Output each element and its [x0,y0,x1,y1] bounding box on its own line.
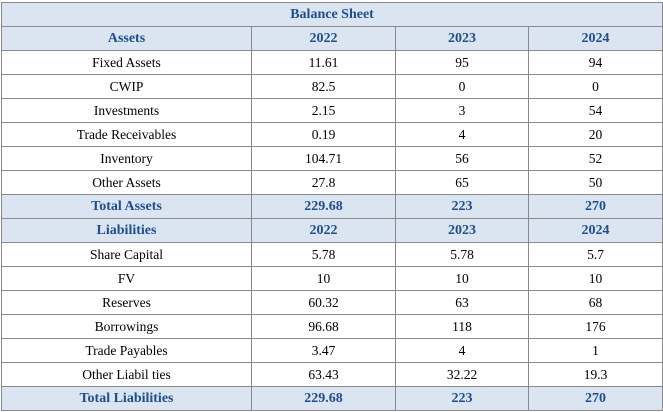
row-value: 10 [251,266,396,291]
table-row: Reserves 60.32 63 68 [1,290,663,315]
total-liabilities-row: Total Liabilities 229.68 223 270 [1,386,663,411]
row-value: 65 [395,170,529,195]
row-value: 5.78 [251,242,396,267]
row-value: 10 [527,266,663,291]
header-cell: 2022 [251,218,396,243]
table-row: Other Assets 27.8 65 50 [1,170,663,195]
assets-header-row: Assets 2022 2023 2024 [1,26,663,51]
header-cell: Liabilities [1,218,252,243]
row-value: 27.8 [251,170,396,195]
table-title-row: Balance Sheet [0,2,663,27]
total-label: Total Assets [1,194,252,219]
row-label: Reserves [1,290,252,315]
row-value: 2.15 [251,98,396,123]
row-label: Borrowings [1,314,252,339]
row-label: Inventory [1,146,252,171]
row-label: FV [1,266,252,291]
liabilities-header-row: Liabilities 2022 2023 2024 [1,218,663,243]
row-value: 5.7 [527,242,663,267]
header-cell: Assets [1,26,252,51]
table-row: Fixed Assets 11.61 95 94 [1,50,663,75]
row-value: 1 [527,338,663,363]
row-value: 4 [395,338,529,363]
total-value: 270 [527,386,663,411]
row-value: 50 [527,170,663,195]
row-value: 82.5 [251,74,396,99]
row-value: 4 [395,122,529,147]
table-row: Investments 2.15 3 54 [1,98,663,123]
row-value: 63 [395,290,529,315]
table-row: Borrowings 96.68 118 176 [1,314,663,339]
row-value: 95 [395,50,529,75]
row-value: 3.47 [251,338,396,363]
header-cell: 2024 [527,218,663,243]
table-row: Trade Receivables 0.19 4 20 [1,122,663,147]
total-value: 223 [395,194,529,219]
total-assets-row: Total Assets 229.68 223 270 [1,194,663,219]
row-value: 68 [527,290,663,315]
row-value: 54 [527,98,663,123]
total-value: 270 [527,194,663,219]
table-row: Inventory 104.71 56 52 [1,146,663,171]
row-label: Other Liabil ties [1,362,252,387]
row-value: 20 [527,122,663,147]
table-row: Trade Payables 3.47 4 1 [1,338,663,363]
row-label: Fixed Assets [1,50,252,75]
table-row: CWIP 82.5 0 0 [1,74,663,99]
row-value: 3 [395,98,529,123]
total-value: 229.68 [251,386,396,411]
table-row: FV 10 10 10 [1,266,663,291]
row-value: 96.68 [251,314,396,339]
row-value: 5.78 [395,242,529,267]
row-label: Other Assets [1,170,252,195]
row-value: 56 [395,146,529,171]
total-value: 223 [395,386,529,411]
row-value: 0.19 [251,122,396,147]
row-value: 10 [395,266,529,291]
row-value: 63.43 [251,362,396,387]
row-label: Investments [1,98,252,123]
header-cell: 2024 [527,26,663,51]
row-value: 60.32 [251,290,396,315]
row-value: 176 [527,314,663,339]
row-label: Trade Payables [1,338,252,363]
total-label: Total Liabilities [1,386,252,411]
header-cell: 2023 [395,26,529,51]
table-row: Other Liabil ties 63.43 32.22 19.3 [1,362,663,387]
table-row: Share Capital 5.78 5.78 5.7 [1,242,663,267]
row-value: 104.71 [251,146,396,171]
row-label: CWIP [1,74,252,99]
table-title: Balance Sheet [0,2,663,27]
row-value: 19.3 [527,362,663,387]
header-cell: 2022 [251,26,396,51]
row-value: 0 [395,74,529,99]
row-value: 32.22 [395,362,529,387]
row-label: Trade Receivables [1,122,252,147]
row-value: 94 [527,50,663,75]
total-value: 229.68 [251,194,396,219]
row-value: 11.61 [251,50,396,75]
header-cell: 2023 [395,218,529,243]
row-value: 118 [395,314,529,339]
row-label: Share Capital [1,242,252,267]
row-value: 52 [527,146,663,171]
row-value: 0 [527,74,663,99]
